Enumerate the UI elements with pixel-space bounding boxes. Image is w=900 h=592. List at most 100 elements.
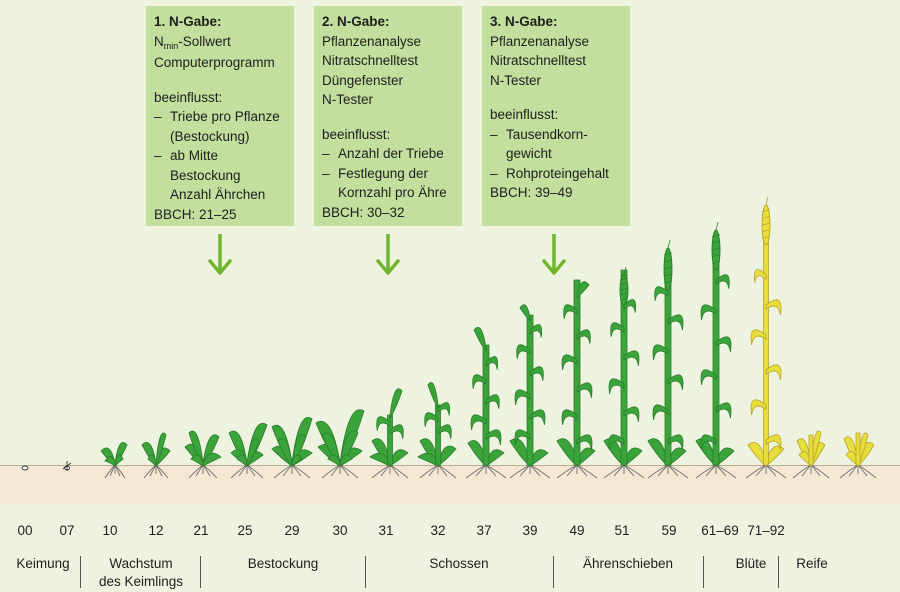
root: [291, 464, 302, 477]
leaf: [647, 438, 669, 467]
leaf: [529, 366, 544, 381]
leaf: [608, 434, 625, 450]
stage-separator: [80, 556, 81, 588]
root: [389, 464, 400, 477]
leaf: [700, 304, 717, 320]
ear-segment: [761, 209, 771, 213]
method-line: Computerprogramm: [154, 55, 275, 70]
leaf: [715, 336, 732, 352]
leaf: [715, 274, 730, 289]
leaf: [376, 416, 391, 431]
bbch-code: 61–69: [701, 523, 739, 538]
leaf: [700, 369, 717, 385]
leaf: [417, 452, 439, 467]
leaf: [529, 409, 546, 425]
leaf: [470, 414, 487, 430]
leaf: [472, 374, 487, 389]
root: [576, 464, 598, 479]
seed: [21, 465, 29, 471]
leaf: [389, 449, 409, 467]
bbch-code: 29: [284, 523, 300, 538]
plant: [184, 430, 222, 479]
root: [519, 464, 531, 477]
stage-label: Wachstum des Keimlings: [98, 556, 184, 589]
bbch-code: 32: [430, 523, 446, 538]
root: [745, 464, 767, 479]
leaf: [473, 326, 487, 353]
leaf: [236, 454, 248, 467]
root: [715, 464, 727, 477]
leaf: [516, 344, 531, 359]
leaf: [514, 429, 531, 445]
plant: [745, 196, 787, 479]
leaf: [576, 329, 591, 344]
ear-segment: [663, 266, 673, 270]
root: [339, 464, 350, 477]
stage-separator: [365, 556, 366, 588]
bbch-code: 71–92: [747, 523, 785, 538]
leaf: [623, 406, 640, 422]
method-line: Düngefenster: [322, 72, 404, 88]
root: [143, 464, 157, 479]
plant: [100, 441, 128, 479]
n-gabe-box-2: 2. N-Gabe: Pflanzenanalyse Nitratschnellte…: [314, 6, 462, 226]
root: [529, 464, 541, 477]
leaf: [202, 452, 222, 467]
ear-segment: [663, 252, 673, 256]
leaf: [667, 314, 684, 330]
ear-segment: [619, 297, 629, 301]
root: [188, 464, 204, 479]
stage-label: Blüte: [735, 556, 767, 571]
leaf: [715, 402, 732, 418]
box-title: 2. N-Gabe:: [322, 14, 390, 29]
plant: [369, 388, 409, 479]
root: [792, 464, 812, 479]
bbch-code: 21: [193, 523, 209, 538]
root: [437, 464, 448, 477]
stem: [808, 434, 814, 466]
stem: [712, 239, 720, 466]
leaf: [765, 445, 785, 467]
root: [437, 464, 457, 479]
plant: [603, 266, 645, 479]
stage-separator: [200, 556, 201, 588]
ear-segment: [711, 254, 721, 258]
ear-segment: [619, 292, 629, 296]
root: [603, 464, 625, 479]
leaf: [369, 452, 391, 467]
ear-segment: [711, 260, 721, 264]
leaf: [576, 382, 593, 398]
leaf: [576, 281, 590, 299]
awn: [765, 196, 769, 206]
root: [810, 464, 830, 479]
root: [623, 464, 635, 477]
root: [282, 464, 293, 477]
root: [104, 464, 116, 479]
root: [485, 464, 497, 477]
arrow-head: [208, 259, 232, 275]
influence-label: beeinflusst:: [322, 126, 391, 142]
ear-segment: [711, 247, 721, 251]
stem: [573, 279, 581, 466]
plant: [556, 279, 598, 479]
leaf: [104, 456, 116, 467]
bbch-range: BBCH: 30–32: [322, 204, 405, 220]
stage-separator: [703, 556, 704, 588]
root: [529, 464, 551, 479]
leaf: [667, 374, 684, 390]
root: [857, 464, 877, 479]
leaf: [610, 322, 625, 337]
plant: [647, 239, 689, 479]
leaf: [437, 424, 452, 439]
root: [857, 464, 868, 477]
plant: [62, 461, 72, 471]
stem: [526, 314, 534, 466]
arrow-head: [376, 259, 400, 275]
leaf: [327, 454, 341, 467]
root: [667, 464, 679, 477]
leaf: [623, 350, 640, 366]
root: [801, 464, 812, 477]
stem: [763, 224, 769, 466]
leaf: [514, 389, 531, 405]
